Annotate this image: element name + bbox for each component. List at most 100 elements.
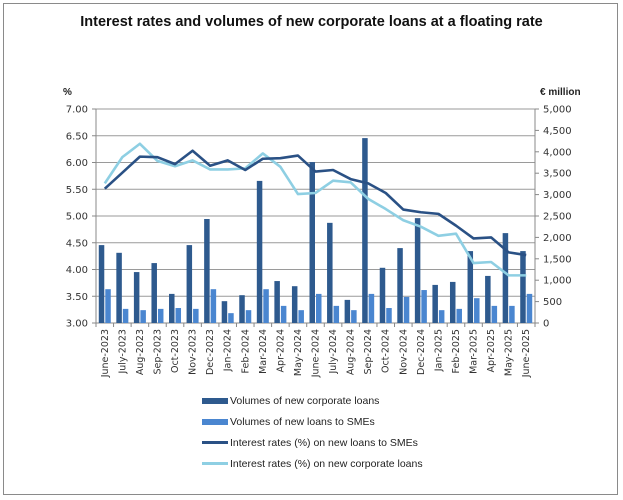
bar-sme-volume bbox=[526, 293, 533, 323]
bar-sme-volume bbox=[491, 305, 498, 323]
bar-corporate-volume bbox=[467, 251, 474, 323]
left-axis-unit-label: % bbox=[63, 87, 72, 98]
left-axis-tick-label: 6.00 bbox=[66, 158, 88, 169]
bar-sme-volume bbox=[105, 289, 111, 323]
bar-corporate-volume bbox=[98, 245, 105, 323]
bar-sme-volume bbox=[403, 296, 410, 323]
x-axis-tick-label: Apr-2025 bbox=[486, 329, 497, 372]
legend-swatch-sme-rates bbox=[202, 441, 228, 444]
bar-sme-volume bbox=[280, 305, 287, 323]
x-axis-tick-label: Jan-2024 bbox=[223, 329, 234, 372]
right-axis-tick-label: 4,500 bbox=[543, 126, 572, 137]
right-axis-tick-label: 2,500 bbox=[543, 212, 572, 223]
bar-corporate-volume bbox=[432, 284, 438, 323]
bar-corporate-volume bbox=[414, 218, 421, 323]
left-axis-tick-label: 4.00 bbox=[66, 265, 88, 276]
legend-label: Interest rates (%) on new corporate loan… bbox=[230, 457, 423, 470]
legend-swatch-corporate-rates bbox=[202, 462, 228, 465]
right-axis-tick-label: 1,000 bbox=[543, 276, 572, 287]
bar-sme-volume bbox=[421, 290, 427, 323]
bar-sme-volume bbox=[456, 308, 462, 323]
left-axis-tick-label: 3.00 bbox=[66, 319, 88, 330]
bar-corporate-volume bbox=[485, 275, 491, 323]
x-axis-tick-label: May-2025 bbox=[504, 329, 515, 376]
bar-corporate-volume bbox=[239, 295, 245, 323]
bar-corporate-volume bbox=[256, 180, 263, 323]
x-axis-tick-label: Oct-2024 bbox=[381, 329, 392, 373]
right-axis-tick-label: 5,000 bbox=[543, 105, 572, 116]
chart-title: Interest rates and volumes of new corpor… bbox=[80, 14, 543, 30]
legend-label: Volumes of new loans to SMEs bbox=[230, 415, 375, 428]
legend-item-sme-volumes: Volumes of new loans to SMEs bbox=[202, 411, 423, 432]
left-axis-tick-label: 3.50 bbox=[66, 292, 88, 303]
bar-corporate-volume bbox=[397, 248, 403, 323]
bar-corporate-volume bbox=[186, 245, 193, 323]
x-axis-tick-label: Dec-2023 bbox=[205, 329, 216, 375]
left-axis-tick-label: 7.00 bbox=[66, 105, 88, 116]
bar-sme-volume bbox=[368, 293, 375, 323]
right-axis-tick-label: 0 bbox=[543, 319, 549, 330]
bar-sme-volume bbox=[157, 308, 164, 323]
x-axis-tick-label: June-2023 bbox=[100, 329, 111, 378]
legend-item-corporate-volumes: Volumes of new corporate loans bbox=[202, 390, 423, 411]
x-axis-tick-label: Feb-2024 bbox=[240, 329, 251, 373]
right-axis-unit-label: € million bbox=[540, 87, 581, 98]
bar-corporate-volume bbox=[169, 293, 175, 323]
legend-swatch-corporate-volumes bbox=[202, 397, 228, 404]
right-axis-tick-label: 4,000 bbox=[543, 147, 572, 158]
x-axis-tick-label: July-2024 bbox=[328, 329, 339, 375]
bar-corporate-volume bbox=[309, 162, 315, 323]
x-axis-tick-label: Mar-2024 bbox=[258, 329, 269, 374]
right-axis-tick-label: 1,500 bbox=[543, 254, 572, 265]
right-axis-tick-label: 3,500 bbox=[543, 169, 572, 180]
right-axis-tick-label: 3,000 bbox=[543, 190, 572, 201]
bar-sme-volume bbox=[438, 310, 445, 323]
bar-sme-volume bbox=[175, 308, 182, 323]
bar-sme-volume bbox=[316, 293, 322, 323]
bar-corporate-volume bbox=[520, 251, 526, 323]
x-axis-tick-label: June-2025 bbox=[521, 329, 532, 378]
bar-corporate-volume bbox=[151, 263, 157, 323]
bar-sme-volume bbox=[193, 308, 199, 323]
x-axis-tick-label: Aug-2023 bbox=[135, 329, 146, 375]
bar-corporate-volume bbox=[502, 233, 509, 323]
bar-corporate-volume bbox=[344, 299, 351, 323]
legend: Volumes of new corporate loans Volumes o… bbox=[202, 390, 423, 474]
x-axis-tick-label: Aug-2024 bbox=[346, 329, 357, 375]
bar-corporate-volume bbox=[221, 301, 228, 323]
x-axis-tick-label: Sep-2023 bbox=[152, 329, 163, 375]
bar-corporate-volume bbox=[116, 252, 122, 323]
left-axis-tick-label: 4.50 bbox=[66, 238, 88, 249]
bar-sme-volume bbox=[210, 289, 217, 323]
bar-sme-volume bbox=[245, 310, 252, 323]
bar-sme-volume bbox=[333, 305, 340, 323]
legend-label: Interest rates (%) on new loans to SMEs bbox=[230, 436, 418, 449]
x-axis-tick-label: Jan-2025 bbox=[433, 329, 444, 372]
bar-sme-volume bbox=[228, 313, 234, 323]
x-axis-tick-label: Apr-2024 bbox=[275, 329, 286, 372]
x-axis-tick-label: Mar-2025 bbox=[469, 329, 480, 374]
legend-swatch-sme-volumes bbox=[202, 418, 228, 425]
bar-corporate-volume bbox=[204, 218, 210, 323]
right-axis-tick-label: 2,000 bbox=[543, 233, 572, 244]
bar-corporate-volume bbox=[327, 222, 333, 323]
x-axis-tick-label: Oct-2023 bbox=[170, 329, 181, 373]
x-axis-tick-label: Dec-2024 bbox=[416, 329, 427, 375]
x-axis-tick-label: Nov-2024 bbox=[398, 329, 409, 375]
right-axis-tick-label: 500 bbox=[543, 297, 562, 308]
x-axis-tick-label: Feb-2025 bbox=[451, 329, 462, 373]
bar-corporate-volume bbox=[362, 138, 368, 323]
x-axis-tick-label: Nov-2023 bbox=[188, 329, 199, 375]
bar-corporate-volume bbox=[449, 281, 456, 323]
x-axis-tick-label: Sep-2024 bbox=[363, 329, 374, 375]
bar-sme-volume bbox=[351, 310, 357, 323]
left-axis-tick-label: 5.00 bbox=[66, 212, 88, 223]
legend-item-sme-rates: Interest rates (%) on new loans to SMEs bbox=[202, 432, 423, 453]
line-sme-rates bbox=[103, 149, 527, 257]
bar-corporate-volume bbox=[379, 267, 386, 323]
bar-sme-volume bbox=[474, 298, 480, 323]
bar-sme-volume bbox=[509, 305, 515, 323]
bar-sme-volume bbox=[122, 308, 129, 323]
bar-sme-volume bbox=[140, 310, 146, 323]
x-axis-tick-label: July-2023 bbox=[117, 329, 128, 375]
